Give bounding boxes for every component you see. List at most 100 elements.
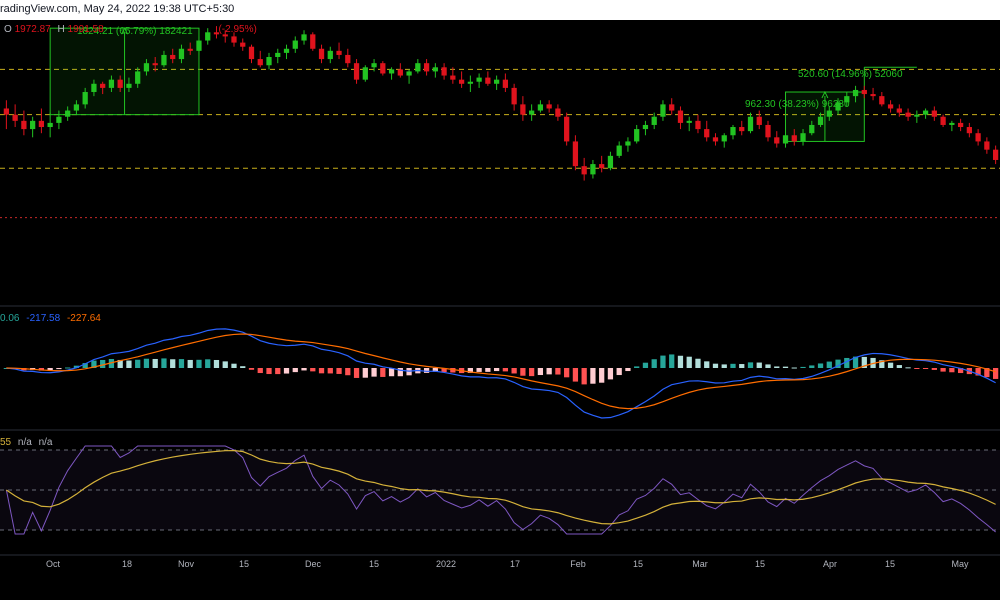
candle-body <box>739 127 745 132</box>
candle-body <box>73 104 80 111</box>
candle-body <box>879 96 885 105</box>
macd-histogram-bar <box>205 359 211 368</box>
macd-histogram-bar <box>940 368 946 372</box>
macd-histogram-bar <box>835 359 841 368</box>
macd-histogram-bar <box>493 368 500 372</box>
macd-histogram-bar <box>502 368 509 372</box>
macd-histogram-bar <box>791 367 797 369</box>
candle-body <box>704 129 710 138</box>
candle-body <box>135 71 141 84</box>
candle-body <box>887 104 894 109</box>
macd-histogram-bar <box>275 368 281 375</box>
macd-pane[interactable] <box>3 328 999 419</box>
candle-body <box>91 83 97 93</box>
macd-histogram-bar <box>362 368 368 378</box>
macd-histogram-bar <box>992 368 999 379</box>
candle-body <box>117 79 123 88</box>
macd-histogram-bar <box>292 368 298 373</box>
candle-body <box>817 116 824 125</box>
candle-body <box>248 46 255 60</box>
macd-histogram-bar <box>353 368 360 378</box>
candle-body <box>747 116 754 132</box>
x-axis-tick-label: Nov <box>178 559 195 569</box>
candle-body <box>607 155 614 169</box>
macd-histogram-bar <box>187 359 193 368</box>
candle-body <box>485 77 491 84</box>
x-axis-tick-label: Feb <box>570 559 586 569</box>
macd-histogram-bar <box>809 365 815 368</box>
macd-histogram-bar <box>108 358 115 368</box>
macd-histogram-bar <box>38 368 45 371</box>
macd-histogram-bar <box>642 362 649 368</box>
candle-body <box>178 48 185 60</box>
candle-body <box>616 145 622 156</box>
candle-body <box>835 102 841 111</box>
macd-histogram-bar <box>914 368 920 369</box>
macd-histogram-bar <box>73 365 80 368</box>
candle-body <box>476 77 482 82</box>
rsi-pane[interactable] <box>0 445 1000 535</box>
x-axis-tick-label: 17 <box>510 559 520 569</box>
candle-body <box>12 114 18 121</box>
candle-body <box>170 54 176 60</box>
candle-body <box>21 120 27 130</box>
candle-body <box>581 166 587 175</box>
macd-histogram-bar <box>616 368 622 376</box>
candle-body <box>870 94 876 97</box>
macd-histogram-bar <box>336 368 342 374</box>
macd-histogram-bar <box>170 359 176 368</box>
macd-histogram-bar <box>730 363 736 368</box>
macd-histogram-bar <box>82 363 88 368</box>
candle-body <box>187 48 193 51</box>
candle-body <box>756 116 762 125</box>
candle-body <box>949 122 955 125</box>
macd-histogram-bar <box>905 367 911 369</box>
macd-histogram-bar <box>817 363 824 368</box>
macd-histogram-bar <box>739 364 745 368</box>
x-axis-tick-label: Oct <box>46 559 61 569</box>
macd-histogram-bar <box>555 368 561 375</box>
macd-histogram-bar <box>660 355 666 368</box>
macd-histogram-bar <box>441 368 447 373</box>
macd-histogram-bar <box>879 360 885 368</box>
macd-histogram-bar <box>590 368 596 384</box>
candle-body <box>82 92 88 105</box>
macd-histogram-bar <box>625 368 631 372</box>
macd-histogram-bar <box>572 368 579 382</box>
macd-histogram-bar <box>669 354 675 368</box>
macd-histogram-bar <box>100 359 106 368</box>
candle-body <box>791 135 797 142</box>
candle-body <box>450 75 456 80</box>
macd-line <box>6 328 996 419</box>
candle-body <box>126 83 132 88</box>
macd-histogram-bar <box>564 368 570 378</box>
candle-body <box>984 141 990 150</box>
candle-body <box>100 83 106 88</box>
candle-body <box>774 137 780 144</box>
x-axis-tick-label: 2022 <box>436 559 456 569</box>
candle-body <box>861 89 867 95</box>
x-axis-tick-label: 18 <box>122 559 132 569</box>
candle-body <box>397 69 403 76</box>
macd-histogram-bar <box>231 363 237 368</box>
candle-body <box>546 104 552 109</box>
candle-body <box>992 149 999 160</box>
candle-body <box>406 71 412 76</box>
candle-body <box>677 110 684 123</box>
macd-histogram-bar <box>931 368 937 370</box>
macd-histogram-bar <box>704 361 710 368</box>
macd-histogram-bar <box>887 362 894 368</box>
macd-histogram-bar <box>520 368 526 376</box>
candle-body <box>371 63 377 68</box>
macd-legend: 0.06 -217.58 -227.64 <box>0 313 101 324</box>
candle-body <box>852 89 859 97</box>
candle-body <box>809 124 815 134</box>
macd-histogram-bar <box>91 360 97 368</box>
candle-body <box>441 67 447 76</box>
macd-histogram-bar <box>984 368 990 378</box>
price-pane[interactable] <box>0 26 1000 219</box>
macd-hist-value: 0.06 <box>0 313 20 324</box>
macd-histogram-bar <box>844 357 850 368</box>
macd-histogram-bar <box>975 368 981 376</box>
